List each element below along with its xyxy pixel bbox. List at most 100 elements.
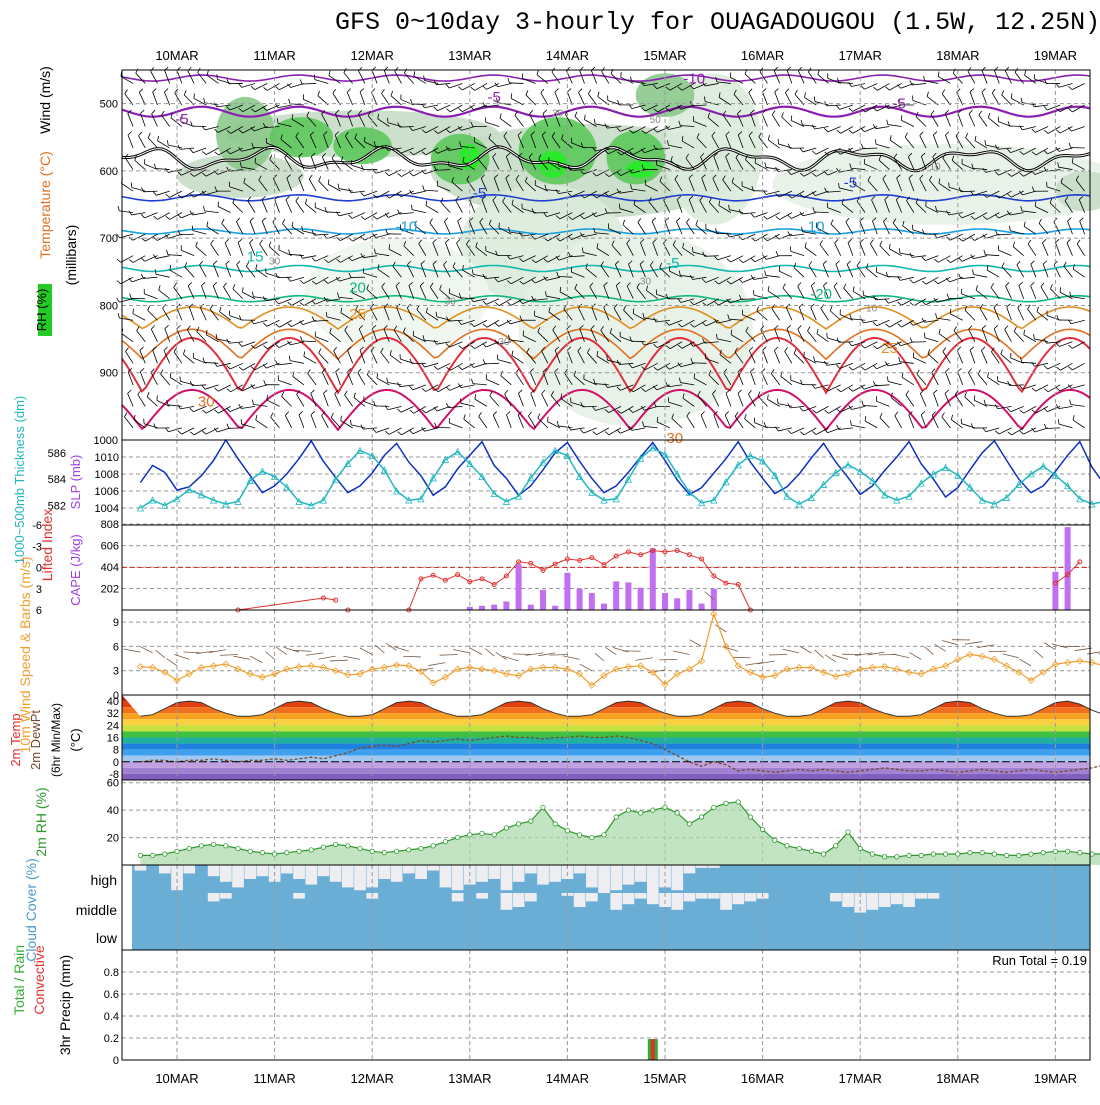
wind-barb: [1073, 269, 1084, 277]
wind-barb-feather: [830, 306, 832, 311]
wind-barb-feather: [887, 377, 888, 382]
wind-barb: [436, 83, 450, 84]
wind-barb: [299, 415, 304, 428]
wind-barb-feather: [311, 390, 315, 393]
wind-barb-feather: [118, 313, 119, 318]
wind-barb-10m: [284, 647, 299, 652]
cape-bar: [650, 548, 656, 610]
wind-barb-feather: [126, 347, 129, 351]
rh-tick-label: 60: [107, 778, 119, 790]
rh-point: [687, 822, 691, 826]
wind-barb: [348, 350, 353, 363]
wind-barb-feather: [800, 148, 803, 152]
wind-barb-feather: [898, 302, 902, 305]
wind-barb-feather: [409, 386, 412, 390]
wind-barb-10m: [183, 652, 201, 653]
rh-point: [712, 805, 716, 809]
wind-barb: [840, 105, 853, 109]
wind-barb-feather: [430, 219, 433, 223]
wind-barb-feather: [981, 347, 985, 351]
date-label-top: 15MAR: [643, 48, 686, 63]
cloud-cover-cell-high: [318, 865, 330, 876]
wind-barb-feather: [836, 365, 839, 369]
wind-barb-feather: [308, 369, 311, 373]
wind-barb-feather: [446, 84, 449, 88]
wind-barb-feather: [166, 194, 170, 197]
wind-barb-feather: [354, 393, 355, 398]
rh-point: [443, 839, 447, 843]
cloud-cover-cell-high: [671, 865, 683, 890]
wind-barb-feather: [638, 218, 641, 222]
wind-barb: [253, 297, 267, 299]
precip-frame: [122, 950, 1090, 1060]
wind-barb: [1071, 404, 1085, 406]
isotherm-label: -10: [683, 71, 705, 88]
date-label-bottom: 16MAR: [741, 1071, 784, 1086]
wind-barb-feather: [817, 329, 818, 334]
wind-barb: [552, 72, 560, 83]
slp-axis-label: SLP (mb): [68, 455, 83, 510]
isotherm-label: 30: [198, 394, 215, 411]
wind-barb-feather: [333, 89, 336, 93]
wind-barb-10m: [549, 655, 567, 656]
rh-point: [1029, 852, 1033, 856]
wind-barb-feather: [1056, 388, 1060, 391]
wind-barb-10m: [123, 649, 140, 652]
cape-bar: [540, 590, 546, 610]
wind-barb: [233, 289, 243, 299]
thickness-tick-label: 586: [48, 448, 66, 460]
rh-point: [956, 852, 960, 856]
wind-barb-feather: [847, 261, 850, 265]
cloud-cover-cell-high: [598, 865, 610, 893]
cloud-level-label: middle: [76, 902, 117, 918]
wind-barb-feather: [1019, 282, 1023, 285]
cloud-level-label: low: [96, 930, 118, 946]
cloud-cover-cell-middle: [647, 893, 659, 904]
wind-barb-feather: [459, 87, 463, 90]
lifted-index-line: [238, 598, 336, 610]
wind-barb: [982, 329, 987, 342]
wind-barb: [487, 320, 499, 327]
wind-barb: [925, 338, 938, 342]
wind-barb-feather: [768, 135, 769, 140]
wind-barb-feather: [849, 342, 852, 346]
slp-frame: [122, 440, 1090, 525]
wind-barb-feather: [895, 412, 898, 416]
cloud-cover-cell-middle: [708, 893, 720, 899]
cloud-cover-cell-high: [342, 865, 354, 887]
wind-barb-feather: [1056, 367, 1060, 370]
wind-barb: [498, 83, 512, 86]
wind-barb: [1060, 363, 1072, 370]
date-label-top: 16MAR: [741, 48, 784, 63]
wind-barb-feather: [588, 90, 591, 94]
wind-barb-feather: [196, 242, 198, 247]
wind-barb-feather: [140, 368, 144, 371]
wind-barb-feather: [410, 410, 414, 413]
rh-point: [760, 827, 764, 831]
wind-barb-feather: [985, 140, 986, 145]
wind-barb-feather: [269, 242, 271, 247]
wind-barb: [743, 256, 755, 263]
isotherm-label: -5: [844, 174, 857, 191]
wind-barb-feather: [805, 93, 806, 98]
wind-barb-feather: [776, 216, 780, 219]
cloud-cover-cell-middle: [891, 893, 903, 904]
wind-barb-feather: [739, 260, 743, 263]
rh-point: [626, 808, 630, 812]
wind-barb-feather: [890, 135, 891, 140]
rh-contour-label: 30: [640, 277, 652, 288]
wind-barb-feather: [204, 98, 205, 103]
wind-barb-feather: [164, 347, 168, 351]
wind-barb-feather: [775, 89, 779, 92]
wind-barb-feather: [348, 347, 352, 350]
wind-barb-feather: [434, 366, 438, 369]
wind-barb: [970, 92, 975, 105]
wind-barb-feather: [921, 411, 925, 414]
slp-tick-label: 1008: [95, 469, 119, 481]
rh-point: [724, 801, 728, 805]
wind-barb: [461, 403, 475, 406]
wind-barb: [365, 213, 377, 220]
wind-barb-feather: [567, 89, 571, 92]
wind-barb: [360, 92, 365, 105]
